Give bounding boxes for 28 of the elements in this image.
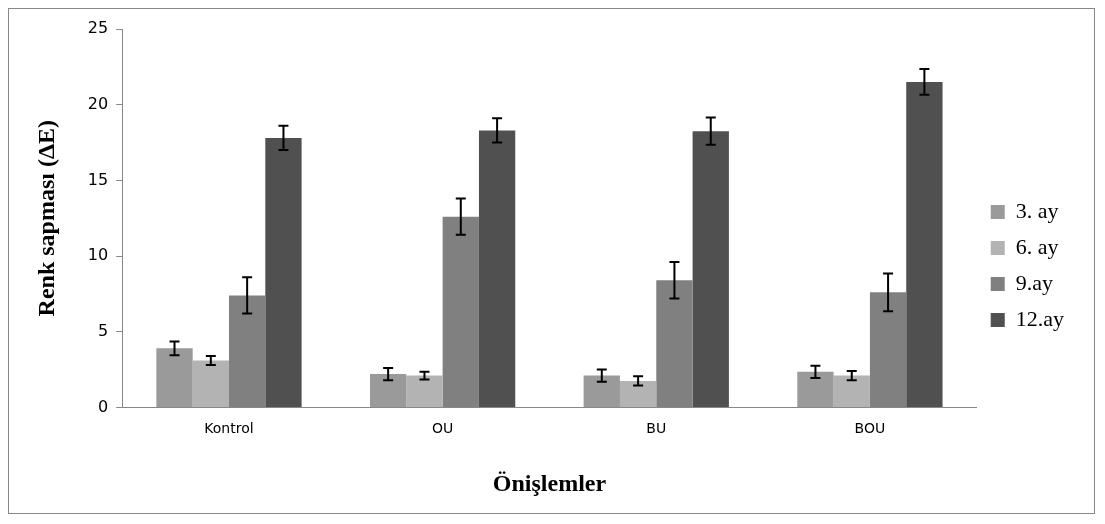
- bar: [265, 137, 302, 407]
- y-tick-label: 25: [87, 18, 109, 38]
- y-tick-label: 15: [87, 169, 109, 189]
- y-axis-title: Renk sapması (ΔE): [32, 120, 59, 317]
- x-tick-label: OU: [431, 420, 454, 437]
- y-tick-label: 20: [87, 93, 109, 113]
- legend-label: 6. ay: [1015, 233, 1059, 259]
- bar: [692, 131, 729, 407]
- bar: [478, 130, 516, 407]
- x-tick-label: BOU: [854, 420, 886, 437]
- y-tick-label: 10: [87, 245, 109, 265]
- bar: [797, 371, 834, 407]
- bar: [906, 81, 943, 407]
- bar: [369, 374, 407, 407]
- bar: [406, 375, 443, 407]
- x-axis-title: Önişlemler: [492, 469, 607, 496]
- bar: [619, 380, 657, 407]
- bar: [833, 375, 870, 407]
- legend-label: 12.ay: [1015, 305, 1064, 331]
- y-tick-label: 0: [97, 396, 109, 416]
- bar: [156, 348, 193, 407]
- legend-label: 9.ay: [1015, 269, 1053, 295]
- x-tick-label: Kontrol: [204, 420, 254, 437]
- y-tick-label: 5: [97, 320, 109, 340]
- bar: [583, 375, 620, 407]
- bar: [192, 360, 229, 407]
- legend-label: 3. ay: [1015, 197, 1059, 223]
- x-tick-label: BU: [646, 420, 667, 437]
